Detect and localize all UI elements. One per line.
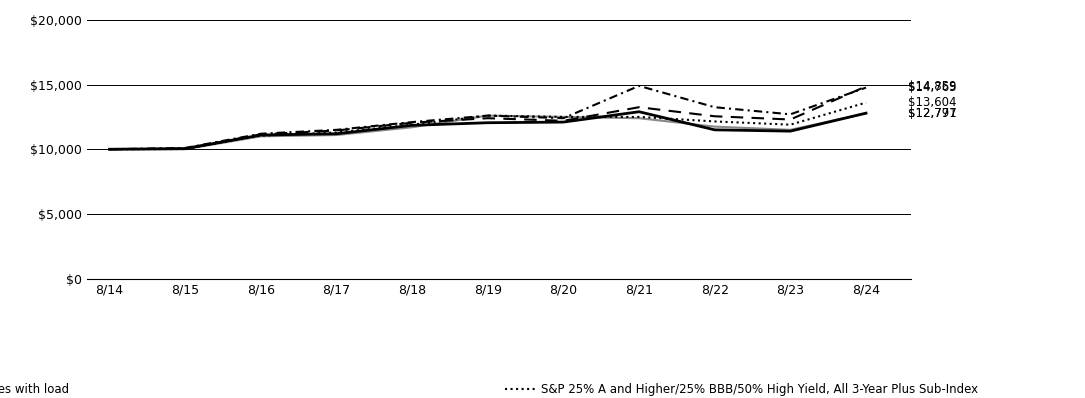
Text: $14,859: $14,859 xyxy=(908,80,956,93)
Text: $12,777: $12,777 xyxy=(908,107,956,120)
Text: $12,791: $12,791 xyxy=(908,107,956,120)
Legend: Class C Shares with load, S&P Municipal Bond Index, S&P Municipal Bond 10% AAA&A: Class C Shares with load, S&P Municipal … xyxy=(0,383,978,398)
Text: $13,604: $13,604 xyxy=(908,96,956,109)
Text: $14,765: $14,765 xyxy=(908,81,956,94)
